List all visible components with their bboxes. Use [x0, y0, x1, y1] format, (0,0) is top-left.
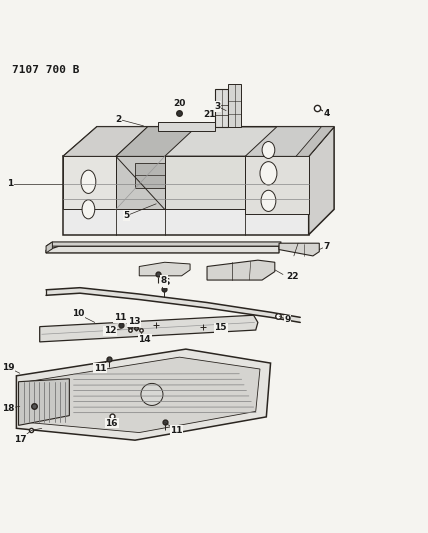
Polygon shape [245, 127, 334, 156]
Polygon shape [63, 156, 116, 209]
Polygon shape [63, 127, 334, 156]
Text: 6: 6 [163, 278, 170, 287]
Polygon shape [296, 127, 334, 156]
Text: 4: 4 [323, 109, 330, 118]
Text: 14: 14 [138, 335, 151, 344]
Text: 19: 19 [2, 363, 14, 372]
Text: 8: 8 [160, 276, 167, 285]
Polygon shape [46, 288, 300, 322]
Text: 9: 9 [284, 316, 291, 325]
Text: 10: 10 [71, 310, 84, 318]
Text: 13: 13 [128, 317, 140, 326]
Text: 2: 2 [115, 115, 121, 124]
Polygon shape [46, 242, 52, 253]
Polygon shape [139, 262, 190, 276]
Polygon shape [18, 379, 69, 425]
Polygon shape [279, 243, 319, 256]
Ellipse shape [81, 170, 96, 193]
Circle shape [141, 383, 163, 406]
Text: 20: 20 [173, 99, 186, 108]
Polygon shape [228, 84, 241, 127]
Text: 7: 7 [323, 241, 330, 251]
Ellipse shape [260, 161, 277, 185]
Polygon shape [309, 127, 334, 235]
Text: 12: 12 [104, 326, 117, 335]
Text: 15: 15 [214, 324, 227, 333]
Polygon shape [165, 156, 245, 209]
Polygon shape [16, 349, 270, 440]
Polygon shape [116, 156, 165, 209]
Ellipse shape [262, 142, 275, 158]
Polygon shape [63, 156, 309, 235]
Text: 21: 21 [203, 110, 215, 119]
Polygon shape [245, 156, 309, 214]
Ellipse shape [261, 190, 276, 212]
Polygon shape [46, 242, 281, 246]
Polygon shape [158, 123, 215, 131]
Text: 11: 11 [114, 313, 126, 322]
Polygon shape [135, 163, 165, 188]
Polygon shape [215, 88, 228, 127]
Text: 11: 11 [94, 364, 107, 373]
Text: 16: 16 [105, 419, 118, 428]
Ellipse shape [82, 200, 95, 219]
Text: 17: 17 [14, 435, 27, 444]
Polygon shape [63, 127, 148, 156]
Text: 3: 3 [214, 102, 221, 111]
Text: 1: 1 [7, 180, 13, 188]
Polygon shape [27, 357, 260, 433]
Text: 11: 11 [170, 426, 183, 435]
Text: 5: 5 [123, 211, 130, 220]
Polygon shape [46, 246, 279, 253]
Polygon shape [116, 127, 196, 156]
Polygon shape [207, 260, 275, 280]
Text: 18: 18 [2, 404, 14, 413]
Polygon shape [40, 315, 258, 342]
Text: 22: 22 [287, 272, 299, 281]
Text: 7107 700 B: 7107 700 B [12, 65, 80, 75]
